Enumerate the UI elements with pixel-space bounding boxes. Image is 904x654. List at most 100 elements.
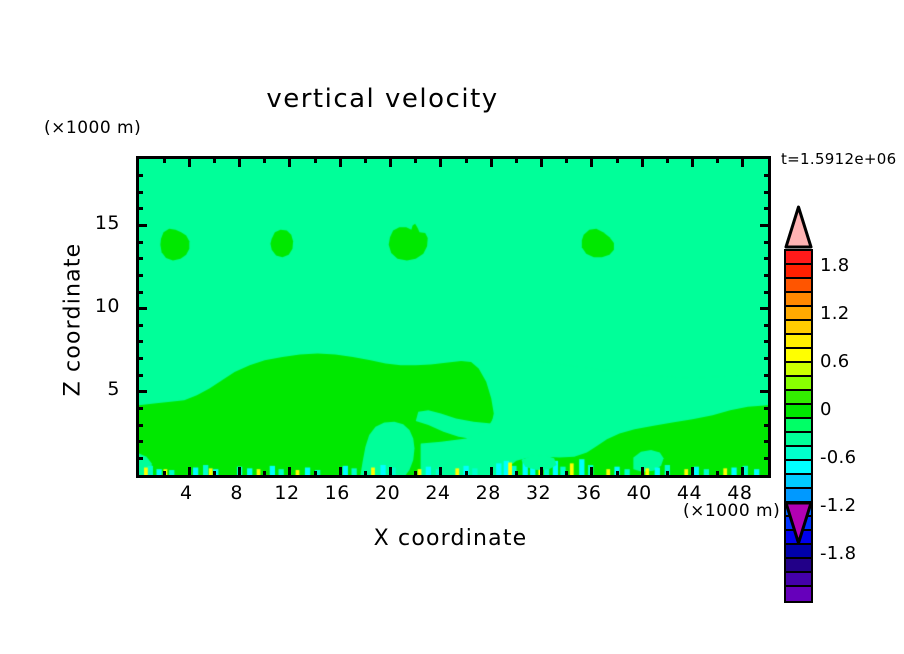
colorbar-band <box>786 293 811 307</box>
y-axis-tick <box>139 456 143 460</box>
x-axis-tick-top <box>288 159 292 167</box>
colorbar-band <box>786 419 811 433</box>
x-axis-tick <box>540 467 544 475</box>
y-axis-tick-right <box>764 423 768 427</box>
x-axis-tick-top <box>514 159 518 163</box>
x-axis-tick-label: 12 <box>274 482 300 504</box>
y-axis-tick-label: 10 <box>94 294 120 317</box>
x-axis-tick <box>439 467 443 475</box>
x-axis-tick-top <box>263 159 267 163</box>
y-axis-tick-right <box>764 406 768 410</box>
colorbar-band <box>786 433 811 447</box>
colorbar[interactable]: 1.8 1.2 0.6 0 -0.6 -1.2 -1.8 <box>779 205 899 603</box>
x-axis-tick <box>363 471 367 475</box>
y-axis-tick-right <box>760 224 768 228</box>
x-axis-tick <box>565 471 569 475</box>
colorbar-tick-label: -1.2 <box>820 495 857 516</box>
x-axis-tick <box>187 467 191 475</box>
x-axis-tick-top <box>414 159 418 163</box>
colorbar-tick-label: 0 <box>820 399 832 420</box>
x-axis-tick <box>615 471 619 475</box>
x-axis-tick <box>514 471 518 475</box>
y-axis-tick <box>139 440 143 444</box>
y-axis-tick <box>139 406 143 410</box>
y-axis-tick-right <box>760 307 768 311</box>
colorbar-tick-label: 0.6 <box>820 351 850 372</box>
colorbar-over-arrow-icon <box>784 205 813 249</box>
x-axis-tick <box>238 467 242 475</box>
y-axis-tick-right <box>764 273 768 277</box>
x-axis-tick-label: 36 <box>576 482 602 504</box>
colorbar-band <box>786 545 811 559</box>
y-axis-tick <box>139 273 143 277</box>
x-axis-tick-label: 20 <box>375 482 401 504</box>
x-axis-units-label: (×1000 m) <box>683 501 781 521</box>
y-axis-tick-right <box>764 257 768 261</box>
x-axis-tick-top <box>590 159 594 167</box>
x-axis-tick-top <box>389 159 393 167</box>
colorbar-band <box>786 377 811 391</box>
x-axis-title: X coordinate <box>373 526 528 551</box>
colorbar-band <box>786 363 811 377</box>
x-axis-tick-top <box>691 159 695 167</box>
colorbar-band <box>786 279 811 293</box>
x-axis-tick-top <box>716 159 720 163</box>
y-axis-tick <box>139 190 143 194</box>
x-axis-tick-top <box>464 159 468 163</box>
x-axis-tick-top <box>741 159 745 167</box>
y-axis-tick <box>139 423 143 427</box>
x-axis-tick <box>212 471 216 475</box>
y-axis-tick-right <box>764 373 768 377</box>
x-axis-tick <box>313 471 317 475</box>
y-axis-tick <box>139 390 147 394</box>
contour-plot-area[interactable] <box>136 156 771 478</box>
colorbar-band <box>786 251 811 265</box>
x-axis-tick <box>590 467 594 475</box>
y-axis-tick-right <box>764 340 768 344</box>
colorbar-band <box>786 349 811 363</box>
colorbar-band <box>786 475 811 489</box>
colorbar-under-arrow-icon <box>784 501 813 545</box>
x-axis-tick-top <box>313 159 317 163</box>
y-axis-tick-right <box>760 390 768 394</box>
colorbar-band-stack <box>784 249 813 603</box>
colorbar-band <box>786 447 811 461</box>
x-axis-tick-label: 4 <box>180 482 193 504</box>
colorbar-band <box>786 405 811 419</box>
x-axis-tick <box>263 471 267 475</box>
y-axis-tick <box>139 174 143 178</box>
y-axis-tick-right <box>764 240 768 244</box>
colorbar-band <box>786 307 811 321</box>
colorbar-band <box>786 265 811 279</box>
x-axis-tick-label: 44 <box>676 482 703 504</box>
y-axis-tick-label: 15 <box>94 211 120 234</box>
x-axis-tick <box>665 471 669 475</box>
contour-field <box>139 159 768 475</box>
y-axis-tick-right <box>764 174 768 178</box>
page-title: vertical velocity <box>266 84 499 114</box>
y-axis-tick <box>139 340 143 344</box>
colorbar-band <box>786 335 811 349</box>
x-axis-tick-top <box>540 159 544 167</box>
colorbar-band <box>786 321 811 335</box>
x-axis-tick-label: 8 <box>230 482 243 504</box>
x-axis-tick-top <box>212 159 216 163</box>
y-axis-tick-label: 5 <box>107 377 120 400</box>
x-axis-tick <box>389 467 393 475</box>
x-axis-tick <box>640 467 644 475</box>
y-axis-tick <box>139 290 143 294</box>
colorbar-band <box>786 559 811 573</box>
y-axis-tick-right <box>764 440 768 444</box>
timestamp-label: t=1.5912e+06 <box>781 150 897 168</box>
x-axis-tick-label: 16 <box>324 482 350 504</box>
y-axis-tick <box>139 307 147 311</box>
y-axis-units-label: (×1000 m) <box>44 118 142 138</box>
colorbar-band <box>786 461 811 475</box>
y-axis-tick <box>139 373 143 377</box>
colorbar-band <box>786 587 811 601</box>
x-axis-tick-top <box>565 159 569 163</box>
x-axis-tick-top <box>665 159 669 163</box>
x-axis-tick <box>489 467 493 475</box>
y-axis-tick-right <box>764 207 768 211</box>
x-axis-tick <box>288 467 292 475</box>
